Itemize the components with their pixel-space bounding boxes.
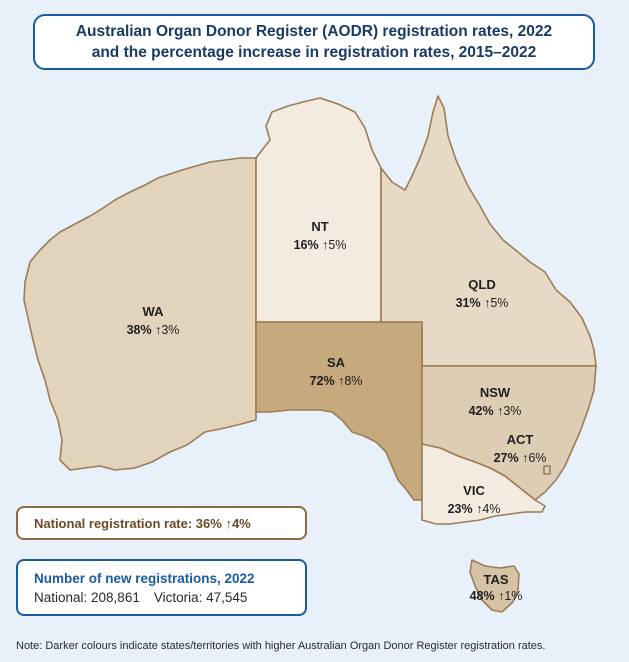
label-tas: TAS 48% ↑1% bbox=[470, 572, 523, 603]
label-nsw-value: 42% ↑3% bbox=[469, 404, 522, 418]
label-tas-value: 48% ↑1% bbox=[470, 589, 523, 603]
new-registrations-box: Number of new registrations, 2022 Nation… bbox=[16, 559, 307, 616]
label-wa: WA 38% ↑3% bbox=[127, 304, 180, 337]
state-tas[interactable] bbox=[469, 559, 520, 613]
label-wa-name: WA bbox=[143, 304, 165, 319]
label-wa-value: 38% ↑3% bbox=[127, 323, 180, 337]
new-registrations-national: National: 208,861 bbox=[34, 590, 140, 605]
label-sa-value: 72% ↑8% bbox=[310, 374, 363, 388]
label-vic-value: 23% ↑4% bbox=[448, 502, 501, 516]
label-vic-name: VIC bbox=[463, 483, 485, 498]
label-sa-name: SA bbox=[327, 355, 346, 370]
new-registrations-values: National: 208,861 Victoria: 47,545 bbox=[34, 588, 305, 608]
new-registrations-heading: Number of new registrations, 2022 bbox=[34, 571, 255, 586]
label-sa: SA 72% ↑8% bbox=[310, 355, 363, 388]
label-act-name: ACT bbox=[507, 432, 534, 447]
footnote: Note: Darker colours indicate states/ter… bbox=[16, 640, 546, 652]
national-rate-box: National registration rate: 36% ↑4% bbox=[16, 506, 307, 540]
label-act-value: 27% ↑6% bbox=[494, 451, 547, 465]
national-rate-label: National registration rate: 36% ↑4% bbox=[34, 515, 251, 531]
label-nt-name: NT bbox=[311, 219, 328, 234]
label-qld-value: 31% ↑5% bbox=[456, 296, 509, 310]
title-line-1: Australian Organ Donor Register (AODR) r… bbox=[75, 23, 553, 40]
label-vic: VIC 23% ↑4% bbox=[448, 483, 501, 516]
label-nsw-name: NSW bbox=[480, 385, 511, 400]
label-tas-name: TAS bbox=[483, 572, 508, 587]
title-line-2: and the percentage increase in registrat… bbox=[91, 44, 537, 61]
label-act: ACT 27% ↑6% bbox=[494, 432, 547, 465]
label-qld: QLD 31% ↑5% bbox=[456, 277, 509, 310]
title-box: Australian Organ Donor Register (AODR) r… bbox=[33, 14, 595, 70]
state-sa[interactable] bbox=[255, 321, 423, 501]
label-nt-value: 16% ↑5% bbox=[294, 238, 347, 252]
new-registrations-victoria: Victoria: 47,545 bbox=[153, 590, 248, 605]
label-nsw: NSW 42% ↑3% bbox=[469, 385, 522, 418]
state-vic[interactable] bbox=[421, 443, 546, 525]
label-qld-name: QLD bbox=[468, 277, 495, 292]
state-qld[interactable] bbox=[380, 95, 597, 367]
state-act[interactable] bbox=[543, 465, 551, 475]
state-wa[interactable] bbox=[23, 157, 257, 471]
state-nt[interactable] bbox=[255, 97, 382, 323]
label-nt: NT 16% ↑5% bbox=[294, 219, 347, 252]
